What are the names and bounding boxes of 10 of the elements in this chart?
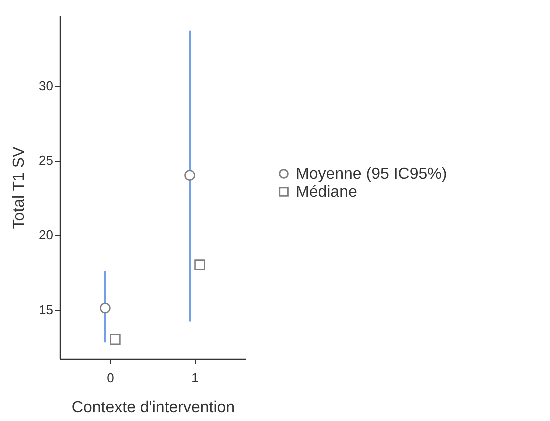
legend-label: Médiane [296, 184, 358, 201]
x-axis-title: Contexte d'intervention [72, 400, 236, 416]
y-tick-label: 15 [39, 302, 54, 318]
legend-label: Moyenne (95 IC95%) [296, 166, 448, 183]
x-tick-label: 0 [107, 370, 114, 386]
y-tick-label: 25 [39, 153, 54, 168]
y-tick-label: 20 [39, 228, 54, 243]
y-axis-title: Total T1 SV [11, 146, 28, 230]
y-tick-label: 30 [39, 78, 54, 94]
x-tick-label: 1 [192, 370, 199, 386]
